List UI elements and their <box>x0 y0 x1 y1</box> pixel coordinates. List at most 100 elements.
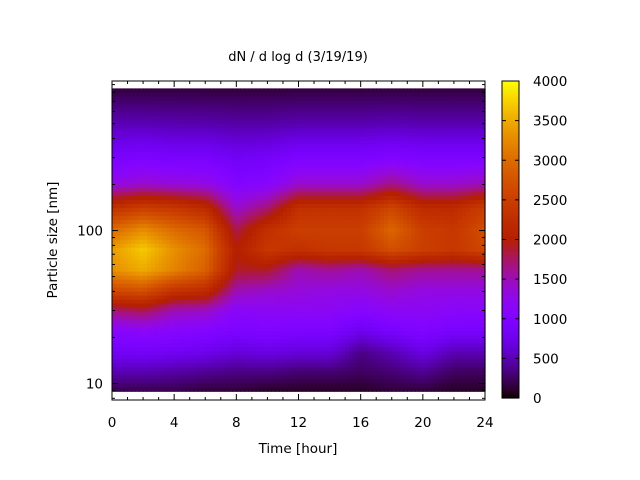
heatmap-cell <box>282 211 288 217</box>
heatmap-cell <box>216 343 222 348</box>
heatmap-cell <box>341 152 346 157</box>
heatmap-cell <box>154 299 160 305</box>
heatmap-cell <box>290 355 296 360</box>
heatmap-cell <box>224 235 230 241</box>
heatmap-cell <box>216 379 222 384</box>
heatmap-cell <box>267 199 272 205</box>
heatmap-cell <box>302 307 307 313</box>
heatmap-cell <box>302 164 307 169</box>
heatmap-cell <box>255 239 261 245</box>
heatmap-cell <box>267 100 272 105</box>
heatmap-cell <box>150 104 156 109</box>
heatmap-cell <box>146 227 152 233</box>
heatmap-cell <box>259 144 265 149</box>
heatmap-cell <box>181 355 187 360</box>
heatmap-cell <box>232 267 237 273</box>
heatmap-cell <box>123 327 129 333</box>
heatmap-cell <box>181 156 187 161</box>
heatmap-cell <box>193 287 199 293</box>
heatmap-cell <box>209 247 214 253</box>
heatmap-cell <box>302 235 307 241</box>
heatmap-cell <box>178 136 183 141</box>
heatmap-cell <box>135 279 140 285</box>
heatmap-cell <box>282 363 288 368</box>
heatmap-cell <box>349 140 354 145</box>
heatmap-cell <box>115 383 121 388</box>
heatmap-cell <box>174 136 179 141</box>
heatmap-cell <box>364 223 370 229</box>
heatmap-cell <box>170 347 175 352</box>
heatmap-cell <box>139 335 144 341</box>
heatmap-cell <box>349 207 354 213</box>
heatmap-cell <box>290 156 296 161</box>
heatmap-cell <box>123 379 129 384</box>
heatmap-cell <box>282 255 288 261</box>
heatmap-cell <box>193 215 199 221</box>
heatmap-cell <box>178 315 183 321</box>
heatmap-cell <box>255 247 261 253</box>
heatmap-cell <box>263 335 269 341</box>
heatmap-cell <box>310 263 315 269</box>
heatmap-cell <box>146 219 152 225</box>
heatmap-cell <box>185 291 191 297</box>
heatmap-cell <box>247 283 253 289</box>
heatmap-cell <box>143 323 148 329</box>
heatmap-cell <box>321 315 327 321</box>
heatmap-cell <box>310 287 315 293</box>
heatmap-cell <box>317 335 323 341</box>
heatmap-cell <box>263 92 269 97</box>
heatmap-cell <box>298 211 303 217</box>
heatmap-cell <box>115 172 121 177</box>
heatmap-cell <box>135 203 140 209</box>
heatmap-cell <box>158 243 164 249</box>
heatmap-cell <box>360 239 366 245</box>
heatmap-cell <box>279 251 284 257</box>
heatmap-cell <box>306 152 311 157</box>
heatmap-cell <box>178 227 183 233</box>
heatmap-cell <box>310 343 315 348</box>
heatmap-cell <box>271 271 276 277</box>
heatmap-cell <box>197 343 202 348</box>
heatmap-cell <box>240 255 245 261</box>
heatmap-cell <box>112 375 117 380</box>
heatmap-cell <box>181 180 187 185</box>
heatmap-cell <box>216 156 222 161</box>
heatmap-cell <box>251 287 257 293</box>
heatmap-cell <box>112 108 117 113</box>
heatmap-cell <box>349 152 354 157</box>
heatmap-cell <box>345 323 350 329</box>
heatmap-cell <box>185 383 191 388</box>
heatmap-cell <box>201 88 206 93</box>
heatmap-cell <box>119 219 125 225</box>
heatmap-cell <box>112 116 117 121</box>
heatmap-cell <box>135 168 140 173</box>
heatmap-cell <box>240 88 245 93</box>
heatmap-cell <box>275 168 280 173</box>
heatmap-cell <box>150 199 156 205</box>
heatmap-cell <box>345 291 350 297</box>
heatmap-cell <box>286 319 292 325</box>
heatmap-cell <box>135 267 140 273</box>
heatmap-cell <box>143 132 148 137</box>
heatmap-cell <box>162 239 167 245</box>
heatmap-cell <box>298 184 303 189</box>
heatmap-cell <box>143 168 148 173</box>
heatmap-cell <box>294 271 300 277</box>
heatmap-cell <box>352 363 358 368</box>
heatmap-cell <box>352 207 358 213</box>
heatmap-cell <box>224 116 230 121</box>
heatmap-cell <box>310 383 315 388</box>
heatmap-cell <box>282 311 288 317</box>
heatmap-cell <box>143 100 148 105</box>
heatmap-cell <box>244 351 249 356</box>
heatmap-cell <box>154 148 160 153</box>
heatmap-cell <box>364 188 370 193</box>
heatmap-cell <box>213 199 218 205</box>
heatmap-cell <box>364 152 370 157</box>
heatmap-cell <box>174 108 179 113</box>
heatmap-cell <box>275 211 280 217</box>
heatmap-cell <box>317 88 323 93</box>
heatmap-cell <box>275 271 280 277</box>
heatmap-cell <box>224 383 230 388</box>
heatmap-cell <box>247 152 253 157</box>
